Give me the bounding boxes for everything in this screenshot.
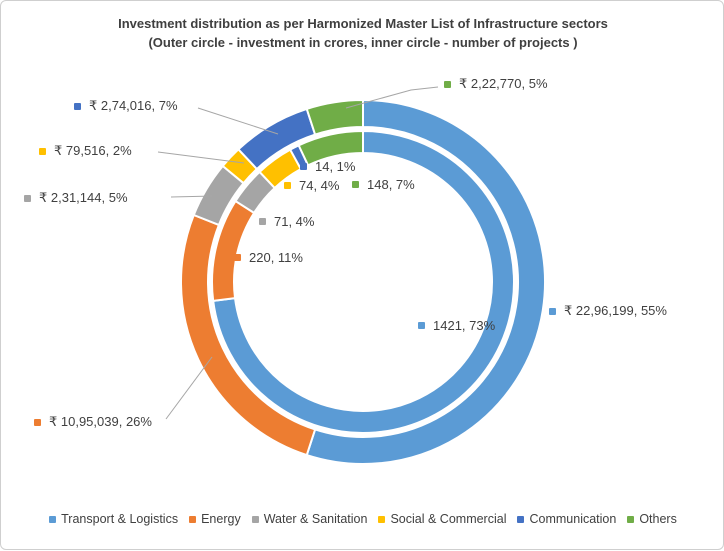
data-label-text: 220, 11% <box>249 249 303 265</box>
data-label-marker <box>444 80 451 88</box>
leader-line <box>345 86 439 109</box>
chart-legend: Transport & Logistics Energy Water & San… <box>1 512 724 526</box>
data-label-outer-others: ₹ 2,22,770, 5% <box>444 76 548 91</box>
data-label-inner-social-commercial: 74, 4% <box>284 177 340 193</box>
data-label-text: 1421, 73% <box>433 317 496 333</box>
data-label-text: ₹ 2,31,144, 5% <box>39 190 128 205</box>
data-label-text: ₹ 22,96,199, 55% <box>564 303 667 318</box>
data-label-marker <box>549 307 556 315</box>
data-label-text: 71, 4% <box>274 213 315 229</box>
legend-marker <box>627 515 635 523</box>
outer-slice-others <box>305 99 364 136</box>
inner-slice-others <box>297 130 364 167</box>
data-label-marker <box>74 102 81 110</box>
legend-item-transport-logistics: Transport & Logistics <box>49 512 178 526</box>
data-label-marker <box>234 253 241 261</box>
legend-item-energy: Energy <box>189 512 241 526</box>
legend-label: Communication <box>529 512 617 526</box>
data-label-marker <box>259 217 266 225</box>
data-label-marker <box>284 181 291 189</box>
data-label-text: 148, 7% <box>367 176 415 192</box>
legend-label: Transport & Logistics <box>61 512 179 526</box>
chart-subtitle: (Outer circle - investment in crores, in… <box>148 35 578 50</box>
chart-title: Investment distribution as per Harmonize… <box>118 16 608 31</box>
data-label-marker <box>418 321 425 329</box>
legend-item-social-commercial: Social & Commercial <box>378 512 506 526</box>
data-label-inner-water-sanitation: 71, 4% <box>259 213 315 229</box>
data-label-text: ₹ 10,95,039, 26% <box>49 414 152 429</box>
data-label-inner-communication: 14, 1% <box>300 158 356 174</box>
legend-marker <box>251 515 259 523</box>
legend-label: Energy <box>201 512 241 526</box>
legend-item-water-sanitation: Water & Sanitation <box>251 512 368 526</box>
data-label-outer-communication: ₹ 2,74,016, 7% <box>74 98 178 113</box>
inner-slice-transport-logistics <box>212 130 515 434</box>
data-label-marker <box>352 180 359 188</box>
leader-line <box>157 151 245 164</box>
data-label-text: 14, 1% <box>315 158 356 174</box>
data-label-outer-energy: ₹ 10,95,039, 26% <box>34 414 152 429</box>
legend-marker <box>378 515 386 523</box>
legend-item-communication: Communication <box>517 512 616 526</box>
data-label-inner-others: 148, 7% <box>352 176 415 192</box>
data-label-inner-energy: 220, 11% <box>234 249 303 265</box>
legend-marker <box>189 515 197 523</box>
legend-label: Others <box>639 512 677 526</box>
data-label-marker <box>34 418 41 426</box>
data-label-marker <box>300 162 307 170</box>
legend-label: Social & Commercial <box>390 512 507 526</box>
legend-item-others: Others <box>627 512 677 526</box>
leader-line <box>197 107 279 135</box>
chart-title-block: Investment distribution as per Harmonize… <box>1 14 724 52</box>
data-label-inner-transport-logistics: 1421, 73% <box>418 317 496 333</box>
data-label-marker <box>39 147 46 155</box>
data-label-marker <box>24 194 31 202</box>
data-label-text: 74, 4% <box>299 177 340 193</box>
legend-marker <box>49 515 57 523</box>
data-label-text: ₹ 2,22,770, 5% <box>459 76 548 91</box>
data-label-text: ₹ 79,516, 2% <box>54 143 132 158</box>
legend-label: Water & Sanitation <box>263 512 368 526</box>
leader-line <box>165 356 213 420</box>
legend-marker <box>517 515 525 523</box>
data-label-outer-social-commercial: ₹ 79,516, 2% <box>39 143 132 158</box>
data-label-outer-transport-logistics: ₹ 22,96,199, 55% <box>549 303 667 318</box>
leader-line <box>170 195 215 198</box>
data-label-outer-water-sanitation: ₹ 2,31,144, 5% <box>24 190 128 205</box>
data-label-text: ₹ 2,74,016, 7% <box>89 98 178 113</box>
